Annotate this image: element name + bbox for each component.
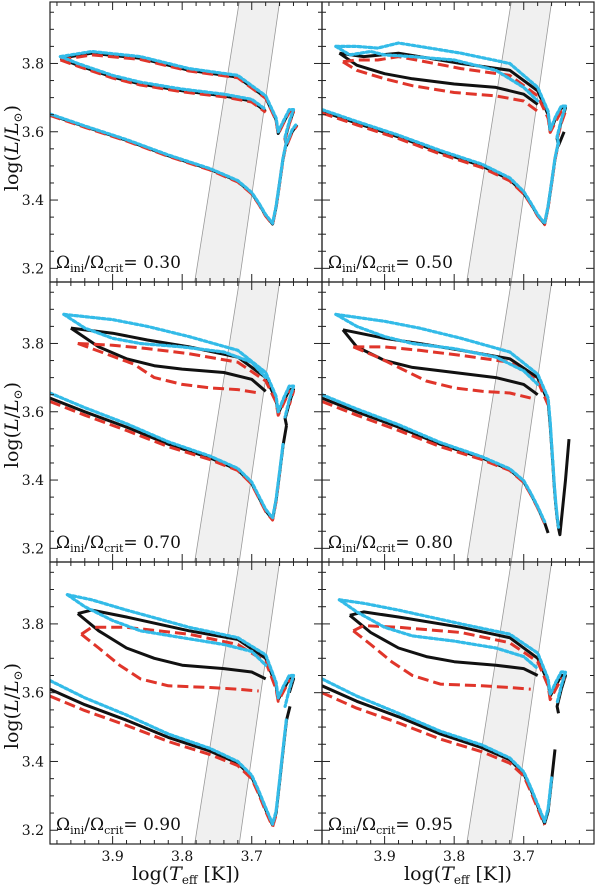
y-tick-label: 3.4 [22,193,44,209]
x-tick-label: 3.9 [373,849,395,865]
instability-strip [466,562,552,844]
x-tick-label: 3.8 [171,849,193,865]
track-black-lower [348,614,539,677]
y-tick-label: 3.4 [22,754,44,770]
y-tick-label: 3.2 [22,261,44,277]
panel-frame [321,281,595,563]
track-blue-ms [322,393,547,524]
track-blue-lower [58,55,268,112]
rotation-rate-label: Ωini/Ωcrit= 0.90 [56,815,181,837]
panel-frame [49,1,323,283]
instability-strip [194,2,280,282]
rotation-rate-label: Ωini/Ωcrit= 0.50 [328,253,453,275]
y-tick-label: 3.8 [22,617,44,633]
track-blue-lower [334,312,540,386]
rotation-rate-label: Ωini/Ωcrit= 0.80 [328,533,453,555]
track-black-lower [76,612,267,681]
track-black-lower [338,51,539,106]
x-tick-label: 3.9 [101,849,123,865]
panel-4: Ωini/Ωcrit= 0.80 [321,281,595,563]
rotation-rate-label: Ωini/Ωcrit= 0.70 [56,533,181,555]
track-blue-ms [50,679,289,826]
track-blue-lower [337,598,540,671]
y-tick-label: 3.6 [22,686,44,702]
x-axis-label-left: log(Teff [K]) [132,863,240,886]
track-blue-lower [65,593,268,667]
panel-frame [49,561,323,845]
x-tick-label: 3.8 [443,849,465,865]
track-blue [337,598,568,705]
track-red-lower [80,633,259,693]
y-tick-label: 3.2 [22,823,44,839]
panel-3: 3.2 3.4 3.6 3.8 Ωini/Ωcrit= 0.70 [22,281,323,563]
track-blue-ms [50,391,285,520]
y-tick-label: 3.4 [22,473,44,489]
panel-6: 3.9 3.8 3.7 Ωini/Ωcrit= 0.95 [321,561,595,865]
track-blue [65,593,296,708]
panel-1: 3.2 3.4 3.6 3.8 Ωini/Ωcrit= 0.30 [22,1,323,283]
track-red-lower [352,629,531,691]
track-red-lower [59,58,267,114]
track-blue-ms [50,112,289,225]
panel-2: Ωini/Ωcrit= 0.50 [321,1,595,283]
track-blue [334,41,568,146]
instability-strip [466,282,552,562]
y-tick-label: 3.6 [22,405,44,421]
track-blue-lower [62,312,268,380]
track-red [77,342,295,417]
track-red-lower [352,345,532,400]
y-tick-label: 3.8 [22,56,44,72]
instability-strip [194,562,280,844]
x-tick-label: 3.7 [513,849,535,865]
track-black-lower [70,326,267,393]
y-tick-label: 3.2 [22,541,44,557]
y-axis-label-middle: log(L/L⊙) [1,382,25,468]
track-red-lower [77,342,259,395]
track-blue [62,312,296,419]
panel-5: 3.2 3.4 3.6 3.8 3.9 3.8 3.7 Ωini/Ωcrit= 0.90 [22,561,323,865]
x-axis-label-right: log(Teff [K]) [404,863,512,886]
panel-grid: 3.2 3.4 3.6 3.8 Ωini/Ωcrit= 0.30 Ωini/Ωcrit= … [22,1,595,865]
track-blue-lower [334,44,540,103]
rotation-rate-label: Ωini/Ωcrit= 0.30 [56,253,181,275]
y-axis-label-top: log(L/L⊙) [1,105,25,191]
panel-frame [321,561,595,845]
track-blue-ms [322,677,554,824]
rotation-rate-label: Ωini/Ωcrit= 0.95 [328,815,453,837]
instability-strip [466,2,552,282]
panel-frame [321,1,595,283]
instability-strip [194,282,280,562]
y-axis-label-bottom: log(L/L⊙) [1,663,25,749]
track-red-ms [322,400,546,525]
x-tick-label: 3.7 [241,849,263,865]
panel-frame [49,281,323,563]
track-blue-ms [322,108,561,225]
y-tick-label: 3.6 [22,125,44,141]
track-blue [334,312,561,529]
track-red-lower [342,60,539,113]
track-red [80,625,294,703]
y-tick-label: 3.8 [22,336,44,352]
